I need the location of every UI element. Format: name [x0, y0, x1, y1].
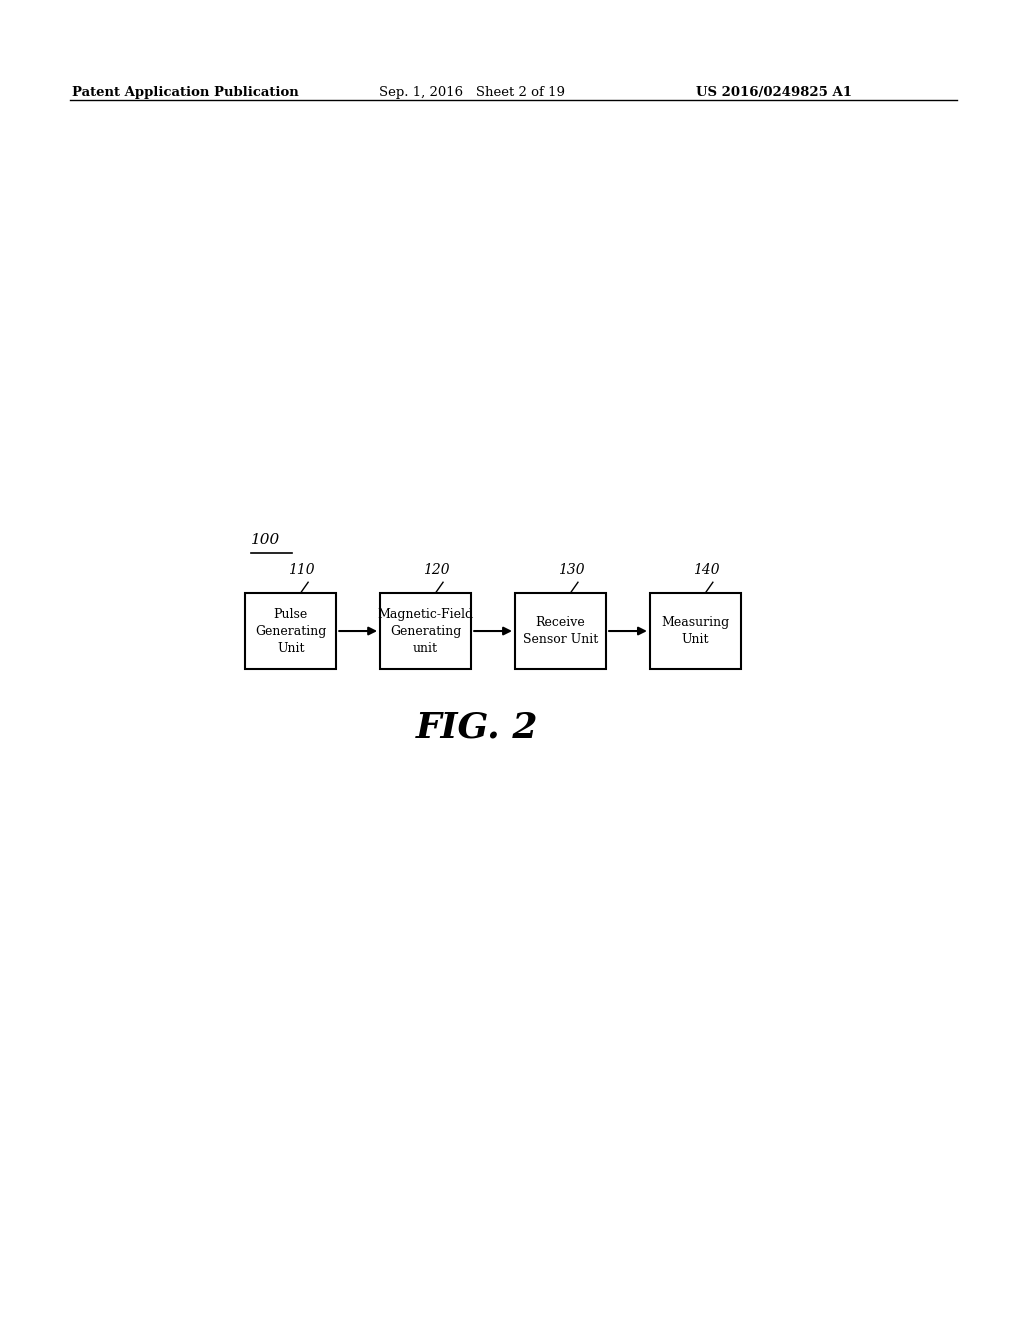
Point — [437, 574, 450, 590]
Point — [707, 574, 719, 590]
Text: Receive
Sensor Unit: Receive Sensor Unit — [523, 616, 598, 645]
Text: FIG. 2: FIG. 2 — [416, 710, 539, 744]
Text: Magnetic-Field
Generating
unit: Magnetic-Field Generating unit — [378, 607, 474, 655]
Bar — [515, 593, 606, 669]
Text: Patent Application Publication: Patent Application Publication — [72, 86, 298, 99]
Bar — [650, 593, 741, 669]
Line: 2 pts: 2 pts — [436, 582, 443, 593]
Point — [430, 585, 442, 601]
Point — [571, 574, 584, 590]
Text: Measuring
Unit: Measuring Unit — [662, 616, 729, 645]
Point — [302, 574, 314, 590]
Text: Pulse
Generating
Unit: Pulse Generating Unit — [255, 607, 327, 655]
Line: 2 pts: 2 pts — [706, 582, 713, 593]
Text: Sep. 1, 2016   Sheet 2 of 19: Sep. 1, 2016 Sheet 2 of 19 — [379, 86, 565, 99]
Line: 2 pts: 2 pts — [301, 582, 308, 593]
Point — [286, 545, 298, 561]
Text: 130: 130 — [558, 564, 585, 577]
Point — [564, 585, 577, 601]
Point — [295, 585, 307, 601]
Text: 110: 110 — [288, 564, 314, 577]
Bar — [380, 593, 471, 669]
Text: 100: 100 — [251, 533, 281, 546]
Point — [245, 545, 257, 561]
Text: US 2016/0249825 A1: US 2016/0249825 A1 — [696, 86, 852, 99]
Text: 140: 140 — [692, 564, 719, 577]
Line: 2 pts: 2 pts — [570, 582, 578, 593]
Bar — [245, 593, 336, 669]
Point — [699, 585, 712, 601]
Text: 120: 120 — [423, 564, 450, 577]
